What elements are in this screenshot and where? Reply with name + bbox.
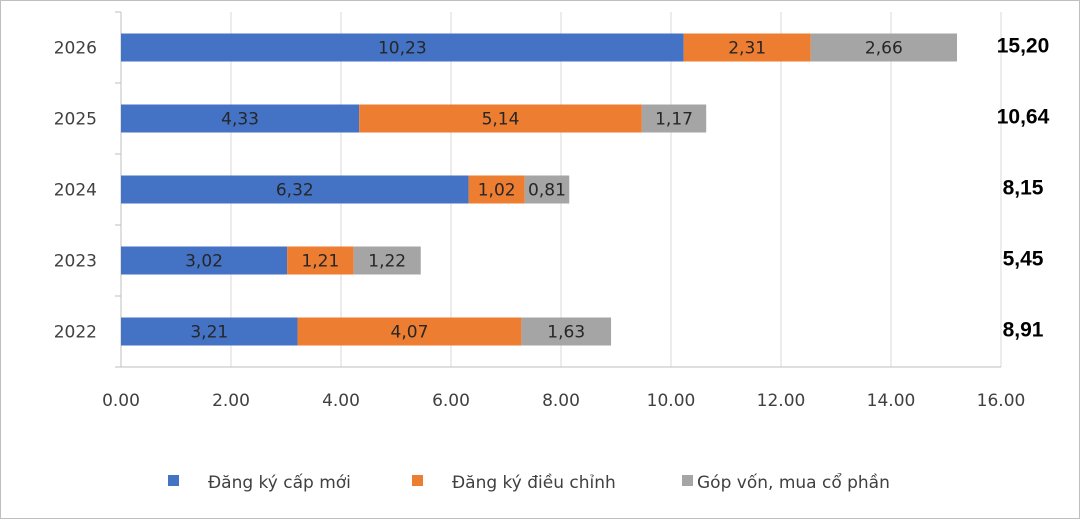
legend-label: Góp vốn, mua cổ phần xyxy=(697,472,890,493)
y-tick-label: 2025 xyxy=(54,110,97,130)
legend-swatch xyxy=(412,475,423,486)
data-label: 1,21 xyxy=(301,252,339,272)
legend-label: Đăng ký điều chỉnh xyxy=(452,472,616,493)
bar-segment xyxy=(521,317,612,346)
x-tick-label: 14.00 xyxy=(867,391,916,411)
total-label: 8,91 xyxy=(1003,319,1044,342)
data-label: 4,33 xyxy=(221,110,259,130)
data-label: 2,66 xyxy=(865,39,903,59)
bar-segment xyxy=(121,33,684,62)
data-label: 4,07 xyxy=(391,323,429,343)
data-label: 6,32 xyxy=(276,181,314,201)
data-label: 0,81 xyxy=(528,181,566,201)
y-tick-label: 2023 xyxy=(54,252,97,272)
bar-segment xyxy=(121,104,360,133)
data-label: 3,02 xyxy=(185,252,223,272)
x-tick-label: 2.00 xyxy=(212,391,250,411)
bar-segment xyxy=(359,104,642,133)
x-tick-label: 10.00 xyxy=(647,391,696,411)
y-tick-label: 2022 xyxy=(54,323,97,343)
bar-segment xyxy=(353,246,421,275)
data-label: 5,14 xyxy=(482,110,520,130)
legend-swatch xyxy=(168,475,179,486)
data-label: 1,63 xyxy=(547,323,585,343)
x-tick-label: 0.00 xyxy=(102,391,140,411)
legend-swatch xyxy=(682,475,693,486)
data-label: 1,02 xyxy=(478,181,516,201)
x-tick-label: 12.00 xyxy=(757,391,806,411)
y-tick-label: 2026 xyxy=(54,39,97,59)
legend-label: Đăng ký cấp mới xyxy=(208,472,351,493)
total-label: 10,64 xyxy=(997,106,1050,129)
bar-segment xyxy=(121,317,298,346)
x-tick-label: 8.00 xyxy=(542,391,580,411)
x-tick-label: 4.00 xyxy=(322,391,360,411)
data-label: 3,21 xyxy=(190,323,228,343)
total-label: 15,20 xyxy=(997,35,1050,58)
bar-segment xyxy=(287,246,354,275)
y-tick-label: 2024 xyxy=(54,181,97,201)
bar-segment xyxy=(810,33,957,62)
data-label: 10,23 xyxy=(378,39,427,59)
bar-segment xyxy=(121,175,469,204)
total-label: 5,45 xyxy=(1003,248,1044,271)
bar-segment xyxy=(641,104,707,133)
total-label: 8,15 xyxy=(1003,177,1044,200)
bar-segment xyxy=(524,175,570,204)
bar-segment xyxy=(297,317,522,346)
data-label: 1,17 xyxy=(655,110,693,130)
data-label: 1,22 xyxy=(368,252,406,272)
bar-segment xyxy=(468,175,525,204)
bar-segment xyxy=(121,246,288,275)
x-tick-label: 6.00 xyxy=(432,391,470,411)
data-label: 2,31 xyxy=(728,39,766,59)
x-tick-label: 16.00 xyxy=(977,391,1026,411)
bar-segment xyxy=(683,33,811,62)
